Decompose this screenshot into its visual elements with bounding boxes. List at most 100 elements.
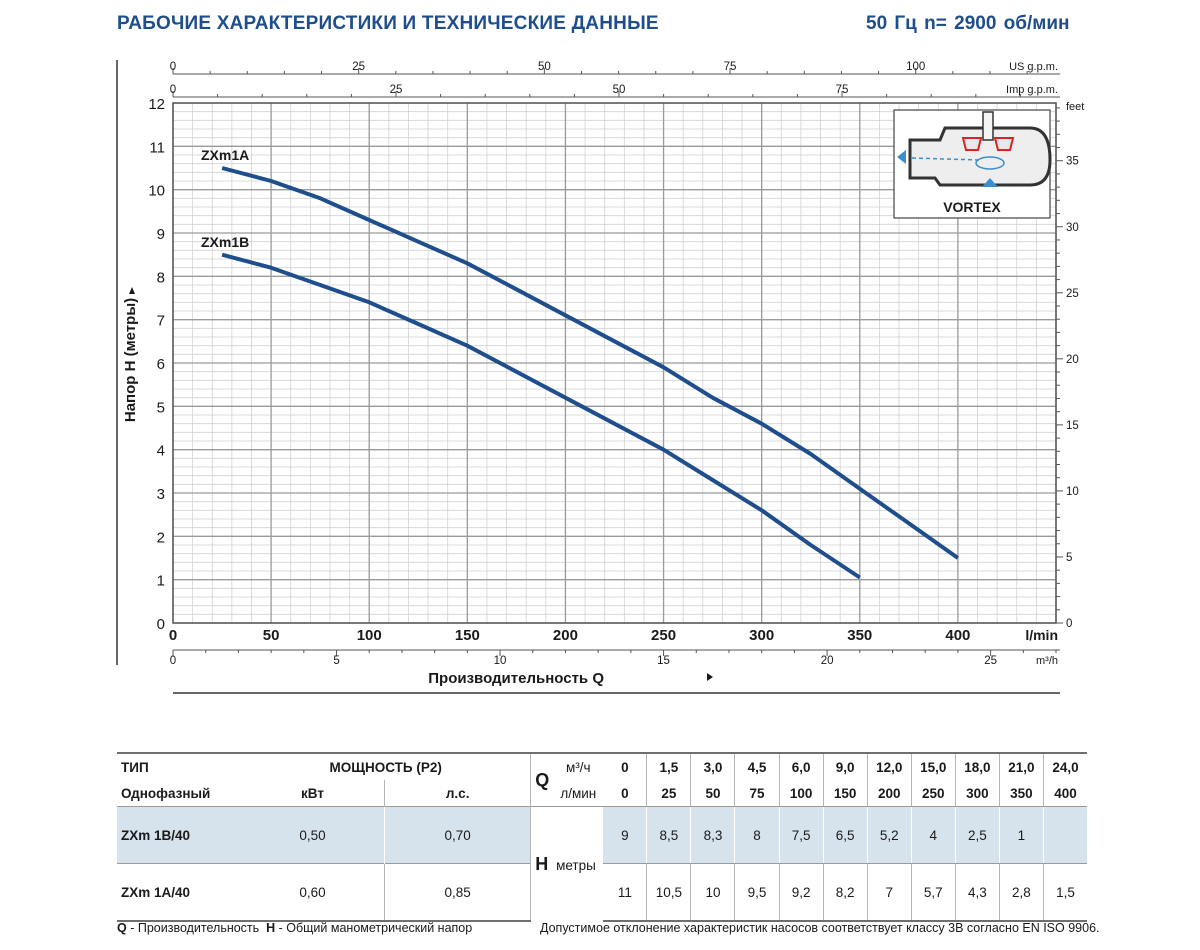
h-1b-7: 4 bbox=[910, 807, 955, 863]
h-1a-9: 2,8 bbox=[998, 864, 1043, 920]
q-m3h-row: 0 1,5 3,0 4,5 6,0 9,0 12,0 15,0 18,0 21,0 24,0 bbox=[603, 752, 1087, 780]
th-power: МОЩНОСТЬ (P2) bbox=[241, 752, 531, 780]
q-lmin-2: 50 bbox=[690, 780, 734, 806]
h-1a-0: 11 bbox=[617, 884, 632, 900]
bottom-m3h-tick-label: 25 bbox=[984, 655, 997, 667]
footer-tolerance: Допустимое отклонение характеристик насо… bbox=[540, 921, 1100, 935]
x-tick-label: 100 bbox=[357, 627, 382, 644]
y-tick-label: 0 bbox=[157, 616, 165, 633]
series-label-zxm1a: ZXm1A bbox=[201, 147, 249, 163]
th-type: ТИП bbox=[117, 752, 241, 780]
impeller-right-icon bbox=[993, 137, 1015, 151]
q-lmin-4: 100 bbox=[778, 780, 823, 806]
q-m3h-8: 18,0 bbox=[954, 754, 999, 780]
footer-q-abbr: Q bbox=[117, 921, 127, 935]
y-tick-label: 3 bbox=[157, 486, 165, 503]
footer-h-text: - Общий манометрический напор bbox=[275, 921, 473, 935]
q-m3h-7: 15,0 bbox=[910, 754, 955, 780]
h-1b-1: 8,5 bbox=[646, 807, 690, 863]
h-1b-6: 5,2 bbox=[866, 807, 911, 863]
top-us-tick-label: 25 bbox=[352, 61, 365, 73]
q-lmin-7: 250 bbox=[910, 780, 955, 806]
h-letter: H bbox=[535, 853, 549, 874]
y-tick-label: 2 bbox=[157, 529, 165, 546]
x-unit-label: l/min bbox=[1025, 627, 1058, 643]
q-lmin-10: 400 bbox=[1042, 780, 1087, 806]
top-us-tick-label: 50 bbox=[538, 61, 551, 73]
right-feet-tick-label: 0 bbox=[1066, 618, 1072, 630]
th-unit-m3h: м³/ч bbox=[553, 752, 604, 780]
h-1a-6: 7 bbox=[866, 864, 911, 920]
spec-table: ТИП МОЩНОСТЬ (P2) Q м³/ч 0 1,5 3,0 4,5 6,0 9,… bbox=[117, 752, 1087, 922]
x-tick-label: 300 bbox=[749, 627, 774, 644]
q-lmin-0: 0 bbox=[621, 785, 629, 801]
bottom-m3h-tick-label: 0 bbox=[170, 655, 176, 667]
h-1b-0: 9 bbox=[621, 827, 629, 843]
th-hp: л.с. bbox=[384, 780, 531, 807]
pump-body-icon bbox=[908, 126, 1052, 187]
right-feet-tick-label: 15 bbox=[1066, 420, 1079, 432]
row-1a-values: 11 10,5 10 9,5 9,2 8,2 7 5,7 4,3 2,8 1,5 bbox=[603, 863, 1087, 922]
model-1a: ZXm 1A/40 bbox=[117, 863, 241, 922]
th-q: Q bbox=[530, 752, 554, 807]
inflow-arrow-icon bbox=[982, 178, 998, 187]
top-imp-tick-label: 25 bbox=[390, 84, 403, 96]
bottom-m3h-tick-label: 20 bbox=[821, 655, 834, 667]
top-us-tick-label: 75 bbox=[724, 61, 737, 73]
h-1b-5: 6,5 bbox=[822, 807, 867, 863]
h-1a-7: 5,7 bbox=[910, 864, 955, 920]
th-single-phase: Однофазный bbox=[121, 785, 211, 801]
kw-1a: 0,60 bbox=[241, 863, 385, 922]
flow-line-icon bbox=[911, 157, 981, 161]
q-lmin-5: 150 bbox=[822, 780, 867, 806]
h-1a-3: 9,5 bbox=[734, 864, 778, 920]
hp-1b: 0,70 bbox=[384, 806, 531, 864]
y-tick-label: 12 bbox=[148, 96, 165, 113]
h-1a-10: 1,5 bbox=[1042, 864, 1087, 920]
q-lmin-3: 75 bbox=[734, 780, 778, 806]
q-lmin-9: 350 bbox=[998, 780, 1043, 806]
q-m3h-10: 24,0 bbox=[1042, 754, 1087, 780]
bottom-m3h-tick-label: 10 bbox=[494, 655, 507, 667]
right-feet-tick-label: 30 bbox=[1066, 222, 1079, 234]
h-1a-8: 4,3 bbox=[954, 864, 999, 920]
right-feet-tick-label: 10 bbox=[1066, 486, 1079, 498]
h-1b-8: 2,5 bbox=[954, 807, 999, 863]
right-feet-tick-label: 35 bbox=[1066, 156, 1079, 168]
y-tick-label: 5 bbox=[157, 399, 165, 416]
q-m3h-2: 3,0 bbox=[690, 754, 734, 780]
vortex-label: VORTEX bbox=[943, 199, 1001, 215]
h-1a-5: 8,2 bbox=[822, 864, 867, 920]
h-1a-4: 9,2 bbox=[778, 864, 823, 920]
model-1b: ZXm 1B/40 bbox=[117, 806, 241, 864]
h-unit: метры bbox=[556, 857, 596, 873]
x-tick-label: 50 bbox=[263, 627, 280, 644]
q-lmin-row: 0 25 50 75 100 150 200 250 300 350 400 bbox=[603, 780, 1087, 807]
q-m3h-0: 0 bbox=[621, 759, 629, 775]
th-unit-lmin: л/мин bbox=[560, 785, 597, 801]
x-tick-label: 400 bbox=[945, 627, 970, 644]
x-tick-label: 250 bbox=[651, 627, 676, 644]
q-m3h-9: 21,0 bbox=[998, 754, 1043, 780]
y-tick-label: 7 bbox=[157, 313, 165, 330]
curve-zxm1a bbox=[221, 166, 960, 560]
y-tick-label: 1 bbox=[157, 573, 165, 590]
x-tick-label: 150 bbox=[455, 627, 480, 644]
q-m3h-6: 12,0 bbox=[866, 754, 911, 780]
q-lmin-6: 200 bbox=[866, 780, 911, 806]
bottom-m3h-unit: m³/h bbox=[1036, 655, 1058, 667]
y-tick-label: 8 bbox=[157, 269, 165, 286]
q-m3h-1: 1,5 bbox=[646, 754, 690, 780]
y-tick-label: 6 bbox=[157, 356, 165, 373]
x-tick-label: 0 bbox=[169, 627, 177, 644]
top-us-tick-label: 100 bbox=[906, 61, 925, 73]
h-1b-10 bbox=[1042, 807, 1087, 863]
y-tick-label: 9 bbox=[157, 226, 165, 243]
x-tick-label: 350 bbox=[847, 627, 872, 644]
h-1a-2: 10 bbox=[690, 864, 734, 920]
kw-1b: 0,50 bbox=[241, 806, 385, 864]
y-axis-arrow bbox=[129, 287, 135, 294]
h-1b-3: 8 bbox=[734, 807, 778, 863]
y-axis-label: Напор H (метры) bbox=[122, 298, 139, 422]
